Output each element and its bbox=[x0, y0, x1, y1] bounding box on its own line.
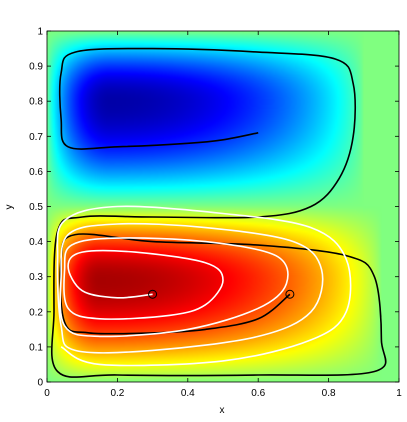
y-tick-label: 0 bbox=[37, 378, 43, 389]
trajectory-layer bbox=[50, 47, 387, 378]
y-tick-label: 1 bbox=[37, 27, 43, 38]
x-tick-label: 0.2 bbox=[110, 388, 124, 399]
y-axis-label: y bbox=[4, 205, 15, 210]
heatmap-field bbox=[47, 31, 399, 382]
y-tick-label: 0.9 bbox=[29, 62, 43, 73]
trajectory-start-marker-2 bbox=[148, 289, 158, 299]
y-tick-label: 0.6 bbox=[29, 167, 43, 178]
trajectory-start-marker-1 bbox=[285, 289, 295, 299]
y-tick-label: 0.2 bbox=[29, 307, 43, 318]
y-tick-label: 0.4 bbox=[29, 237, 43, 248]
y-tick-label: 0.1 bbox=[29, 342, 43, 353]
x-tick-label: 0.8 bbox=[322, 388, 336, 399]
x-axis: 0 0.2 0.4 0.6 0.8 1 bbox=[44, 31, 402, 399]
x-axis-label: x bbox=[220, 405, 225, 416]
x-tick-label: 0.6 bbox=[251, 388, 265, 399]
x-tick-label: 0.4 bbox=[181, 388, 195, 399]
y-tick-label: 0.8 bbox=[29, 97, 43, 108]
x-tick-label: 1 bbox=[396, 388, 402, 399]
y-tick-label: 0.5 bbox=[29, 202, 43, 213]
x-tick-label: 0 bbox=[44, 388, 50, 399]
trajectory-line-2 bbox=[56, 205, 352, 367]
y-tick-label: 0.3 bbox=[29, 272, 43, 283]
y-axis: 0 0.1 0.2 0.3 0.4 0.5 0.6 0.7 0.8 0.9 1 bbox=[29, 27, 399, 389]
y-tick-label: 0.7 bbox=[29, 132, 43, 143]
plot-area bbox=[46, 30, 400, 383]
